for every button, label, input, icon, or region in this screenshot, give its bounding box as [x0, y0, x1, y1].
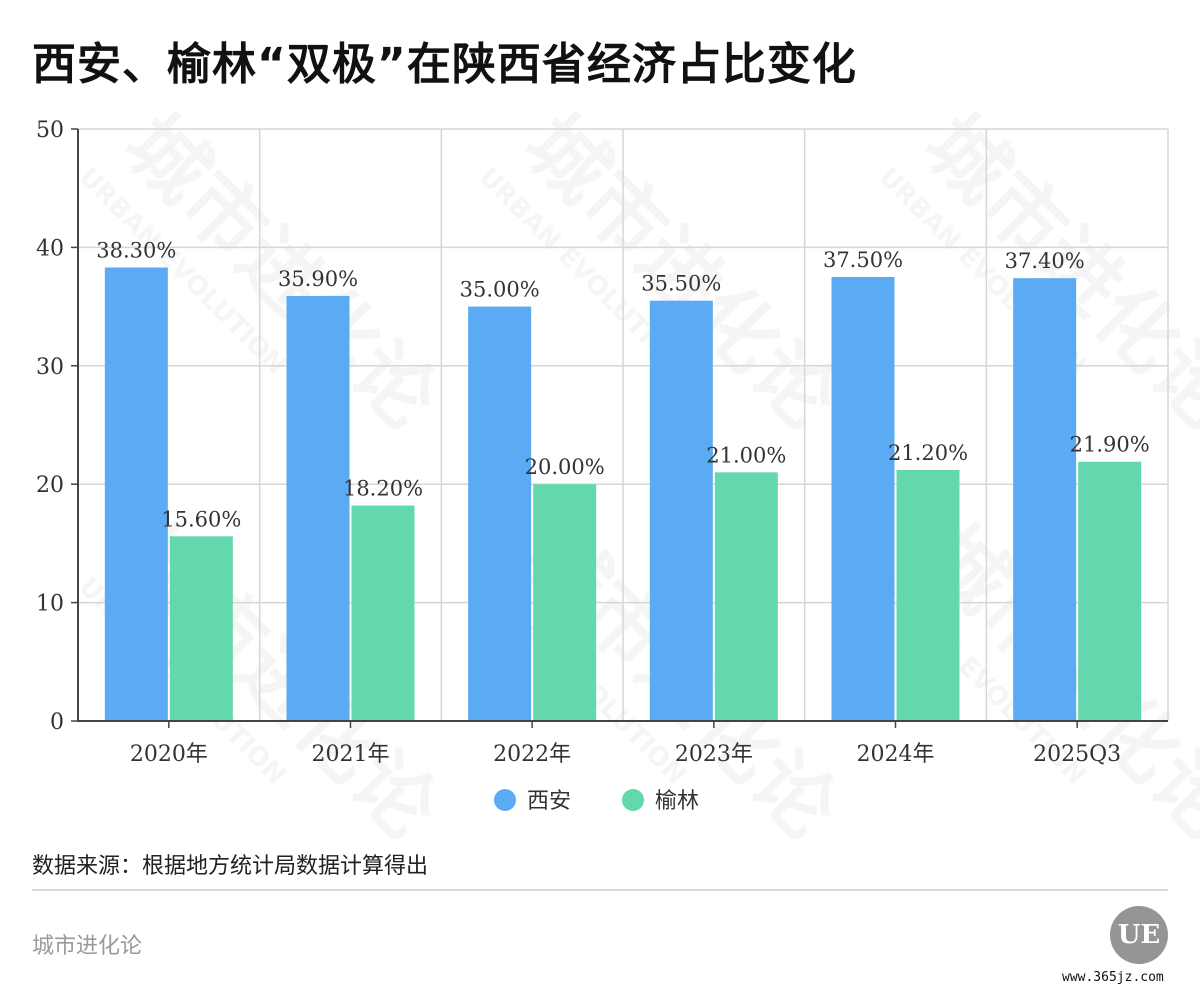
x-tick-label: 2021年	[312, 742, 390, 767]
data-label: 38.30%	[96, 239, 176, 263]
legend-marker-榆林	[622, 789, 644, 811]
data-label: 15.60%	[161, 507, 241, 531]
site-url: www.365jz.com	[1062, 970, 1164, 985]
bar-榆林-2024年	[896, 469, 960, 721]
bar-榆林-2021年	[351, 505, 415, 721]
x-tick-label: 2023年	[675, 742, 753, 767]
bar-西安-2022年	[468, 306, 532, 721]
y-tick-label: 20	[36, 473, 64, 498]
y-tick-label: 40	[36, 236, 64, 261]
bar-榆林-2022年	[533, 484, 597, 721]
data-label: 35.90%	[278, 267, 358, 291]
legend-marker-西安	[494, 789, 516, 811]
bar-榆林-2025Q3	[1078, 461, 1142, 721]
data-label: 21.20%	[888, 441, 968, 465]
y-tick-label: 30	[36, 355, 64, 380]
data-label: 35.00%	[460, 278, 540, 302]
brand-logo: UE	[1110, 906, 1168, 964]
x-tick-label: 2024年	[857, 742, 935, 767]
legend-label-西安: 西安	[527, 789, 571, 814]
x-tick-label: 2020年	[130, 742, 208, 767]
y-tick-label: 0	[50, 710, 64, 735]
data-label: 35.50%	[641, 272, 721, 296]
data-label: 37.50%	[823, 248, 903, 272]
bar-西安-2020年	[104, 267, 168, 721]
bar-西安-2024年	[831, 277, 895, 721]
bar-西安-2023年	[649, 300, 713, 721]
data-source-note: 数据来源：根据地方统计局数据计算得出	[32, 854, 429, 879]
bar-西安-2025Q3	[1013, 278, 1077, 721]
data-label: 21.90%	[1070, 433, 1150, 457]
y-tick-label: 50	[36, 118, 64, 143]
data-label: 21.00%	[706, 443, 786, 467]
bar-榆林-2020年	[169, 536, 233, 721]
footer-divider	[32, 889, 1168, 891]
bar-西安-2021年	[286, 295, 350, 721]
data-label: 20.00%	[525, 455, 605, 479]
data-label: 18.20%	[343, 477, 423, 501]
y-tick-label: 10	[36, 592, 64, 617]
bar-榆林-2023年	[714, 472, 778, 721]
x-tick-label: 2022年	[493, 742, 571, 767]
legend-label-榆林: 榆林	[655, 789, 699, 814]
data-label: 37.40%	[1005, 249, 1085, 273]
x-tick-label: 2025Q3	[1033, 742, 1121, 767]
chart-title: 西安、榆林“双极”在陕西省经济占比变化	[32, 39, 857, 90]
brand-name: 城市进化论	[32, 934, 143, 959]
